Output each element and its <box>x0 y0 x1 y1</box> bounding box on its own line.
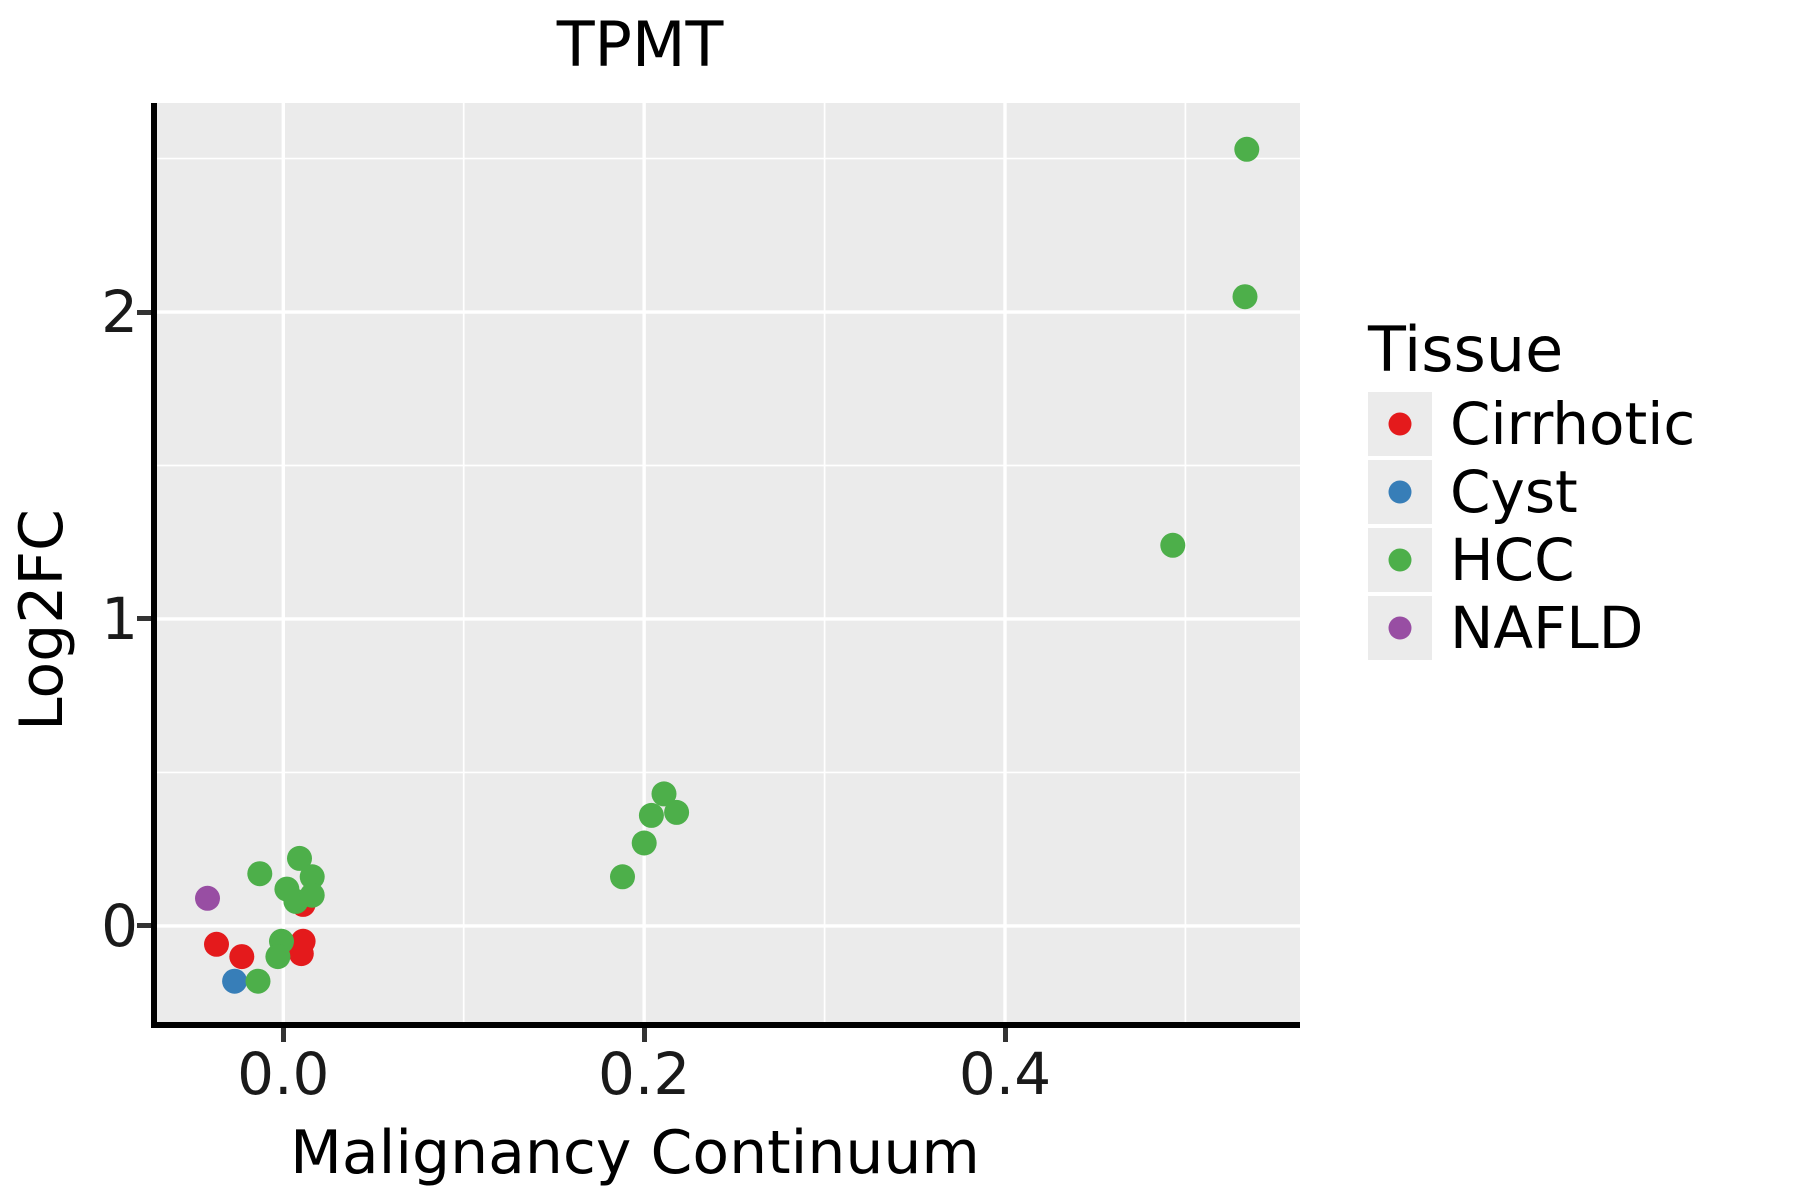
legend-key <box>1368 460 1432 524</box>
chart-title: TPMT <box>556 8 724 81</box>
data-point <box>638 802 664 828</box>
legend-item-cirrhotic: Cirrhotic <box>1368 390 1696 458</box>
legend-label: Cyst <box>1450 458 1578 526</box>
y-tick-mark <box>137 616 151 622</box>
legend-label: HCC <box>1450 526 1575 594</box>
y-tick-mark <box>137 309 151 315</box>
data-point <box>288 941 314 967</box>
x-tick-label: 0.2 <box>598 1040 691 1108</box>
y-tick-label: 1 <box>101 584 138 653</box>
data-point <box>204 931 229 957</box>
legend-key <box>1368 528 1432 592</box>
data-point <box>265 944 291 970</box>
cyst-dot-icon <box>1388 480 1412 504</box>
data-point <box>299 882 325 908</box>
legend-title: Tissue <box>1368 313 1564 386</box>
cirrhotic-dot-icon <box>1388 412 1412 436</box>
data-point <box>1160 532 1186 558</box>
data-point <box>651 781 677 807</box>
nafld-dot-icon <box>1388 616 1412 640</box>
legend-item-cyst: Cyst <box>1368 458 1695 526</box>
data-point <box>247 861 273 887</box>
x-axis-title: Malignancy Continuum <box>290 1118 980 1188</box>
data-point <box>245 968 271 994</box>
x-tick-mark <box>280 1028 286 1042</box>
data-point <box>1234 136 1260 162</box>
x-tick-label: 0.4 <box>958 1040 1052 1108</box>
legend-key <box>1368 596 1432 660</box>
legend: Tissue Cirrhotic Cyst HCC NAFLD <box>1368 312 1696 662</box>
y-axis-line <box>151 103 157 1028</box>
scatter-plot <box>157 103 1300 1022</box>
data-point <box>229 944 255 970</box>
y-axis-title: Log2FC <box>7 509 77 731</box>
data-point <box>610 864 635 890</box>
y-tick-mark <box>137 923 151 929</box>
data-point <box>222 968 248 994</box>
x-tick-label: 0.0 <box>237 1040 330 1108</box>
x-axis-line <box>151 1022 1300 1028</box>
legend-label: Cirrhotic <box>1450 390 1696 458</box>
y-tick-label: 0 <box>101 891 138 960</box>
x-tick-mark <box>641 1028 647 1042</box>
data-point <box>664 799 690 825</box>
y-tick-label: 2 <box>101 278 138 347</box>
legend-item-nafld: NAFLD <box>1368 594 1695 662</box>
plot-panel <box>157 103 1300 1022</box>
legend-item-hcc: HCC <box>1368 526 1695 594</box>
data-point <box>1232 284 1258 310</box>
data-point <box>195 885 220 911</box>
data-point <box>299 864 325 890</box>
x-tick-mark <box>1002 1028 1008 1042</box>
hcc-dot-icon <box>1388 548 1412 572</box>
legend-label: NAFLD <box>1450 594 1644 662</box>
data-point <box>631 830 657 856</box>
legend-key <box>1368 392 1432 456</box>
data-point <box>287 845 312 871</box>
